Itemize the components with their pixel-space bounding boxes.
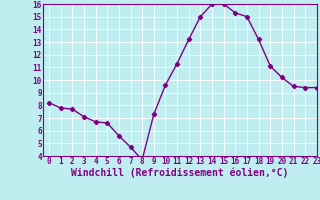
X-axis label: Windchill (Refroidissement éolien,°C): Windchill (Refroidissement éolien,°C): [71, 168, 289, 178]
